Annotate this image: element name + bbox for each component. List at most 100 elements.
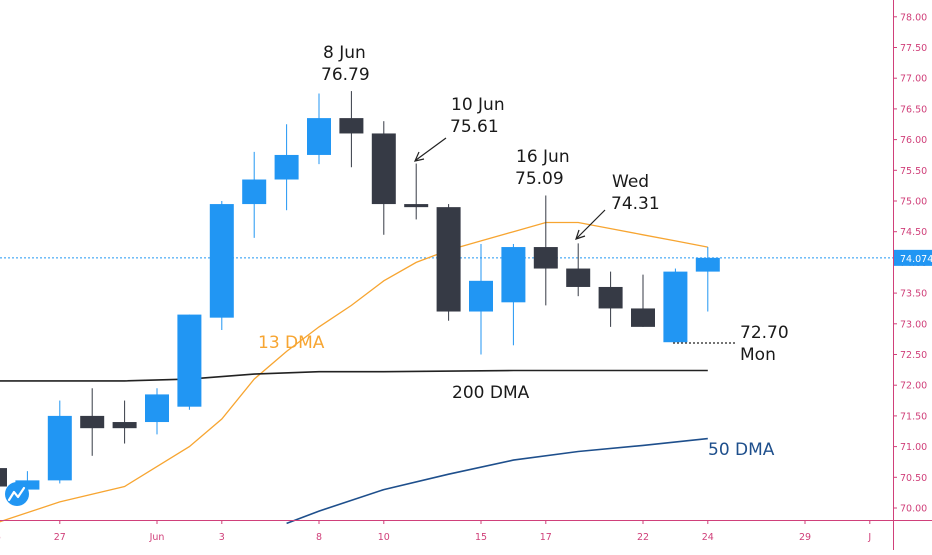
y-tick-label: 74.50 xyxy=(900,227,927,238)
candle xyxy=(695,247,720,312)
x-tick-label: 22 xyxy=(637,532,649,543)
candle xyxy=(404,163,429,220)
candle-body xyxy=(145,394,169,423)
last-price-tag: 74.074 xyxy=(894,249,932,266)
jun16-date-label: 16 Jun xyxy=(516,147,570,167)
candle-body xyxy=(47,415,72,481)
y-tick-label: 76.00 xyxy=(900,135,927,146)
annotations-layer: 8 Jun 76.79 10 Jun 75.61 16 Jun 75.09 We… xyxy=(258,43,789,460)
x-tick-label: 27 xyxy=(54,532,66,543)
y-tick-label: 77.00 xyxy=(900,74,927,85)
candle-body xyxy=(469,280,493,312)
y-tick-label: 72.50 xyxy=(900,350,927,361)
x-tick-label: 10 xyxy=(378,532,390,543)
moving-average-layer xyxy=(0,221,708,525)
candle-body xyxy=(663,271,688,343)
candle xyxy=(501,243,526,346)
x-tick-label: 24 xyxy=(702,532,714,543)
candles-layer xyxy=(0,91,720,493)
ma-line-13-dma xyxy=(0,221,708,523)
last-price-label: 74.074 xyxy=(900,254,932,265)
time-axis-ticks: 25 27 Jun 3 8 10 15 17 22 24 29 J xyxy=(0,520,871,543)
jun10-date-label: 10 Jun xyxy=(451,95,505,115)
candle xyxy=(209,201,234,330)
y-tick-label: 76.50 xyxy=(900,104,927,115)
price-axis-ticks: 70.00 70.50 71.00 71.50 72.00 72.50 73.00 73.50… xyxy=(893,12,927,515)
x-tick-label: J xyxy=(867,532,871,543)
ma200-label: 200 DMA xyxy=(452,383,530,403)
tradingview-logo-icon[interactable] xyxy=(5,482,29,506)
ma13-label: 13 DMA xyxy=(258,333,325,353)
candle xyxy=(242,151,267,238)
candle-body xyxy=(501,247,526,303)
candle-body xyxy=(209,204,234,318)
y-tick-label: 73.00 xyxy=(900,319,927,330)
y-tick-label: 75.50 xyxy=(900,166,927,177)
candle xyxy=(566,243,591,297)
candle-body xyxy=(0,468,7,487)
x-tick-label: 15 xyxy=(475,532,487,543)
candle-body xyxy=(242,179,267,205)
x-tick-label: 25 xyxy=(0,532,1,543)
candle-body xyxy=(631,308,655,327)
candle-body xyxy=(307,118,331,155)
candle xyxy=(469,243,493,355)
jun10-arrow-icon xyxy=(413,137,447,162)
x-tick-label: Jun xyxy=(149,532,165,543)
candle xyxy=(631,274,655,327)
candle xyxy=(307,93,331,165)
x-tick-label: 29 xyxy=(799,532,811,543)
candle-body xyxy=(695,257,720,272)
ma50-label: 50 DMA xyxy=(708,440,775,460)
candle xyxy=(274,124,299,211)
candle-body xyxy=(533,247,558,269)
candle-body xyxy=(436,207,461,312)
candle-body xyxy=(598,286,623,309)
wed-value-label: 74.31 xyxy=(611,194,660,214)
candle xyxy=(371,121,396,235)
jun16-value-label: 75.09 xyxy=(515,169,564,189)
candle-body xyxy=(404,204,429,208)
mon-value-label: 72.70 xyxy=(740,323,789,343)
candle xyxy=(598,271,623,327)
candle xyxy=(533,195,558,306)
candle xyxy=(80,388,105,456)
wed-day-label: Wed xyxy=(612,172,649,192)
candle-body xyxy=(566,268,591,287)
last-price-tag-bg xyxy=(894,249,932,266)
y-tick-label: 71.00 xyxy=(900,442,927,453)
candle xyxy=(47,400,72,484)
candle-body xyxy=(371,133,396,205)
y-tick-label: 78.00 xyxy=(900,12,927,23)
y-tick-label: 77.50 xyxy=(900,43,927,54)
candle-body xyxy=(15,480,40,490)
jun10-value-label: 75.61 xyxy=(450,117,499,137)
candle-body xyxy=(274,154,299,180)
y-tick-label: 70.00 xyxy=(900,504,927,515)
x-tick-label: 17 xyxy=(540,532,552,543)
candle xyxy=(436,204,461,321)
y-tick-label: 73.50 xyxy=(900,289,927,300)
candle xyxy=(0,468,7,487)
jun8-date-label: 8 Jun xyxy=(323,43,366,63)
y-tick-label: 75.00 xyxy=(900,197,927,208)
wed-arrow-icon xyxy=(575,209,606,240)
candle xyxy=(177,314,202,410)
x-tick-label: 3 xyxy=(219,532,225,543)
x-tick-label: 8 xyxy=(316,532,322,543)
y-tick-label: 71.50 xyxy=(900,411,927,422)
y-tick-label: 72.00 xyxy=(900,381,927,392)
candle xyxy=(145,388,169,435)
candle-body xyxy=(112,422,137,429)
candle xyxy=(663,268,688,343)
ma-line-50-dma xyxy=(286,437,708,525)
candle-body xyxy=(80,415,105,429)
jun8-value-label: 76.79 xyxy=(321,65,370,85)
candle xyxy=(112,400,137,444)
candle-body xyxy=(339,118,364,134)
candle xyxy=(339,91,364,168)
